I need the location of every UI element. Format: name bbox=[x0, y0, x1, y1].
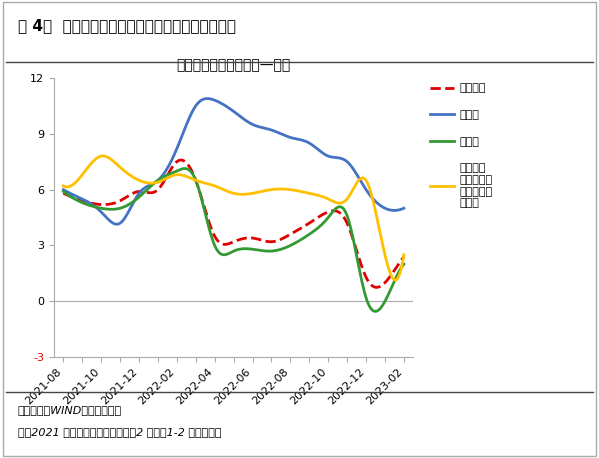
Title: 工业增加值同比增长率—当月: 工业增加值同比增长率—当月 bbox=[177, 59, 291, 72]
Legend: 全部工业, 采矿业, 制造业, 电力、热
力、燃气及
水的生产和
供应业: 全部工业, 采矿业, 制造业, 电力、热 力、燃气及 水的生产和 供应业 bbox=[429, 83, 493, 208]
Text: 图 4：  制造业生产加快是支撑工业生产改善的主因: 图 4： 制造业生产加快是支撑工业生产改善的主因 bbox=[18, 18, 236, 33]
Text: 资料来源：WIND，财信研究院: 资料来源：WIND，财信研究院 bbox=[18, 405, 122, 415]
Text: 注：2021 年数据为两年平均增速，2 月值为1-2 月累计数据: 注：2021 年数据为两年平均增速，2 月值为1-2 月累计数据 bbox=[18, 427, 222, 437]
